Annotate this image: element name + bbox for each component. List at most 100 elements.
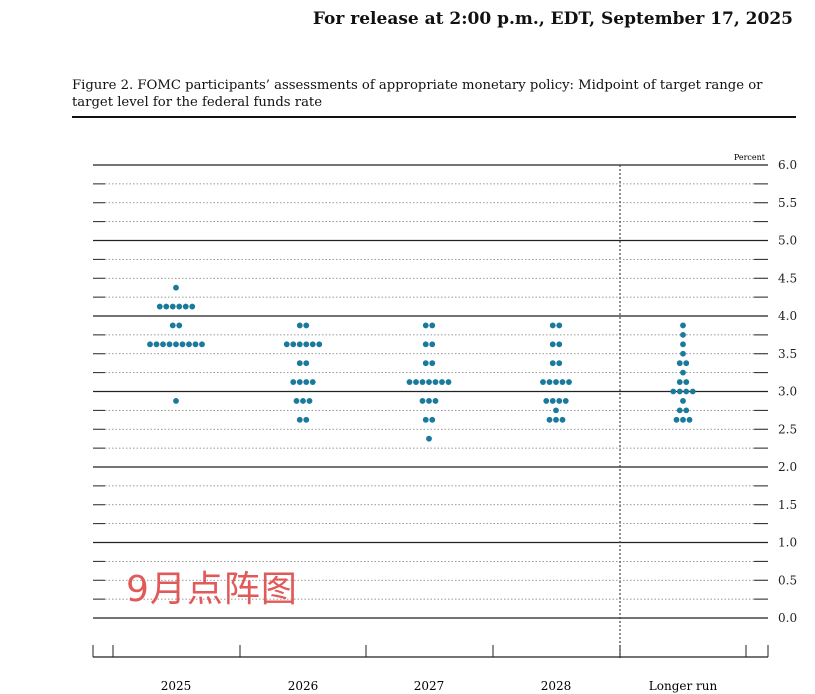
dot — [559, 379, 566, 385]
dot — [676, 360, 683, 367]
dot — [683, 379, 690, 385]
dot — [689, 388, 696, 395]
dot — [306, 398, 313, 404]
dot — [303, 322, 310, 329]
y-tick-label: 3.5 — [778, 347, 797, 361]
dot — [676, 388, 683, 395]
dot — [543, 398, 550, 404]
dot — [153, 341, 160, 348]
dot — [296, 322, 303, 329]
dot — [296, 341, 303, 348]
dot — [169, 303, 176, 310]
dot — [566, 379, 572, 385]
dot — [559, 416, 566, 423]
dot — [432, 398, 439, 404]
y-tick-label: 5.0 — [778, 234, 797, 248]
dot — [160, 341, 166, 348]
dot — [553, 416, 559, 423]
dot — [680, 416, 686, 423]
y-tick-label: 3.0 — [778, 385, 797, 399]
dot — [426, 398, 432, 404]
dot — [553, 379, 559, 385]
dot — [556, 322, 563, 329]
dot — [290, 379, 297, 385]
dot — [422, 416, 429, 423]
dot — [556, 341, 563, 348]
dot — [429, 322, 436, 329]
dot — [676, 379, 683, 385]
dot — [303, 416, 310, 423]
dot — [429, 360, 436, 367]
release-time: For release at 2:00 p.m., EDT, September… — [312, 9, 793, 29]
y-tick-label: 1.0 — [778, 536, 797, 550]
dot — [173, 341, 179, 348]
watermark: 9月点阵图 — [126, 569, 298, 610]
x-tick-label: 2026 — [288, 679, 319, 693]
dot — [432, 379, 439, 385]
dot — [156, 303, 163, 310]
dot — [680, 350, 686, 357]
dot — [670, 388, 677, 395]
y-tick-label: 4.5 — [778, 271, 797, 285]
dot — [686, 416, 693, 423]
dot — [316, 341, 323, 348]
dot — [680, 341, 686, 348]
x-tick-label: 2025 — [161, 679, 192, 693]
dot — [680, 369, 686, 376]
dot — [419, 398, 426, 404]
y-tick-label: 0.5 — [778, 573, 797, 587]
y-tick-label: 2.0 — [778, 460, 797, 474]
dot — [283, 341, 290, 348]
dot — [173, 398, 179, 404]
dot — [173, 284, 179, 291]
dot — [439, 379, 445, 385]
dot — [556, 398, 563, 404]
dot — [683, 407, 690, 414]
dot — [296, 416, 303, 423]
dot — [546, 379, 553, 385]
dot — [683, 388, 690, 395]
dot — [189, 303, 196, 310]
y-tick-label: 4.0 — [778, 309, 797, 323]
dot — [296, 379, 303, 385]
y-tick-label: 5.5 — [778, 196, 797, 210]
dot — [422, 360, 429, 367]
dot — [296, 360, 303, 367]
dot — [176, 322, 183, 329]
y-axis-label: Percent — [734, 153, 766, 162]
dot — [166, 341, 173, 348]
y-tick-label: 6.0 — [778, 158, 797, 172]
dot — [303, 341, 310, 348]
dot — [426, 379, 432, 385]
dot — [300, 398, 306, 404]
dot — [562, 398, 569, 404]
x-tick-label: 2028 — [541, 679, 572, 693]
dot — [549, 322, 556, 329]
dot — [680, 331, 686, 338]
dot — [549, 360, 556, 367]
dot — [429, 416, 436, 423]
dot — [147, 341, 153, 348]
dot — [429, 341, 436, 348]
dot — [680, 398, 686, 404]
y-tick-label: 0.0 — [778, 611, 797, 625]
dot — [163, 303, 170, 310]
dot — [199, 341, 205, 348]
dot — [303, 379, 310, 385]
dot — [179, 341, 186, 348]
dot — [422, 322, 429, 329]
dot — [422, 341, 429, 348]
dot — [186, 341, 192, 348]
dot — [546, 416, 553, 423]
x-tick-label: Longer run — [649, 679, 718, 693]
dot — [309, 379, 316, 385]
x-tick-label: 2027 — [414, 679, 445, 693]
dot — [680, 322, 686, 329]
dot — [419, 379, 426, 385]
dot — [413, 379, 419, 385]
y-tick-label: 2.5 — [778, 422, 797, 436]
dot — [540, 379, 546, 385]
dot — [676, 407, 683, 414]
title-rule — [72, 116, 796, 118]
